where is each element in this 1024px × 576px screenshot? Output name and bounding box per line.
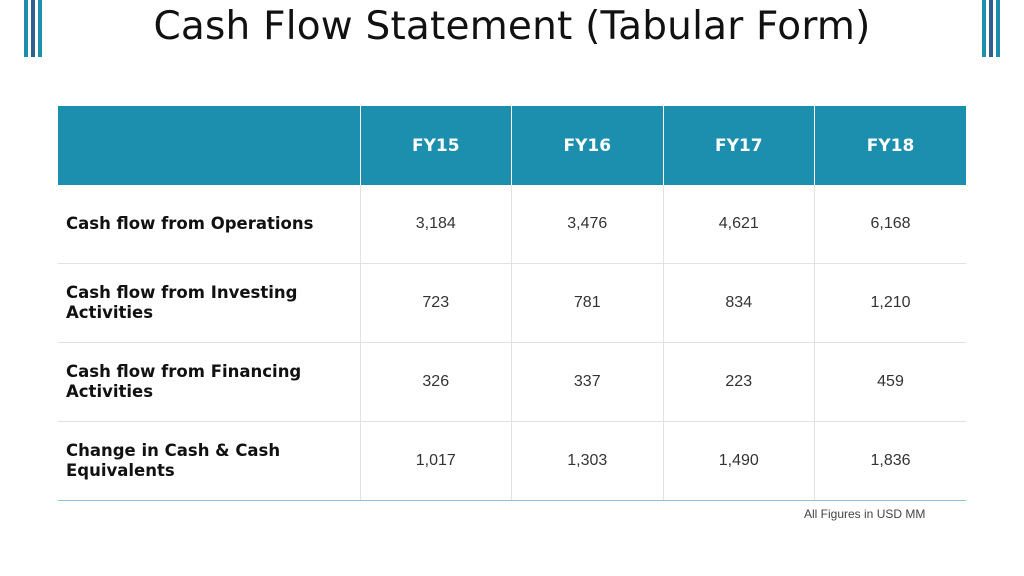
page-title: Cash Flow Statement (Tabular Form) — [153, 4, 871, 49]
table-cell: 1,836 — [814, 421, 966, 501]
header-cell-fy15: FY15 — [359, 106, 512, 185]
table-header-row: FY15 FY16 FY17 FY18 — [58, 106, 966, 185]
left-accent-bar-inner — [38, 0, 42, 57]
units-footnote: All Figures in USD MM — [804, 507, 926, 521]
table-cell: 781 — [511, 263, 663, 343]
cash-flow-table: FY15 FY16 FY17 FY18 Cash flow from Opera… — [58, 106, 966, 501]
table-cell: 1,303 — [511, 421, 663, 501]
header-cell-empty — [58, 106, 360, 185]
row-label: Cash flow from Investing Activities — [58, 263, 360, 343]
right-accent-bar-middle — [989, 0, 993, 57]
header-cell-fy18: FY18 — [814, 106, 966, 185]
table-cell: 6,168 — [814, 185, 966, 264]
table-row: Cash flow from Investing Activities 723 … — [58, 263, 966, 343]
row-label: Cash flow from Operations — [58, 185, 360, 264]
table-row: Cash flow from Financing Activities 326 … — [58, 342, 966, 422]
header-cell-fy17: FY17 — [662, 106, 815, 185]
header-cell-fy16: FY16 — [511, 106, 663, 185]
left-accent-bar-middle — [31, 0, 35, 57]
table-row: Cash flow from Operations 3,184 3,476 4,… — [58, 185, 966, 264]
right-accent-bar-inner — [982, 0, 986, 57]
table-cell: 4,621 — [662, 185, 815, 264]
table-cell: 3,184 — [359, 185, 512, 264]
table-row: Change in Cash & Cash Equivalents 1,017 … — [58, 421, 966, 501]
table-cell: 1,490 — [662, 421, 815, 501]
row-label: Cash flow from Financing Activities — [58, 342, 360, 422]
row-label: Change in Cash & Cash Equivalents — [58, 421, 360, 501]
table-cell: 326 — [359, 342, 512, 422]
table-cell: 1,017 — [359, 421, 512, 501]
table-cell: 723 — [359, 263, 512, 343]
right-accent-bar-outer — [996, 0, 1000, 57]
table-cell: 337 — [511, 342, 663, 422]
table-cell: 459 — [814, 342, 966, 422]
left-accent-bar-outer — [24, 0, 28, 57]
table-cell: 834 — [662, 263, 815, 343]
table-cell: 3,476 — [511, 185, 663, 264]
table-cell: 1,210 — [814, 263, 966, 343]
table-cell: 223 — [662, 342, 815, 422]
